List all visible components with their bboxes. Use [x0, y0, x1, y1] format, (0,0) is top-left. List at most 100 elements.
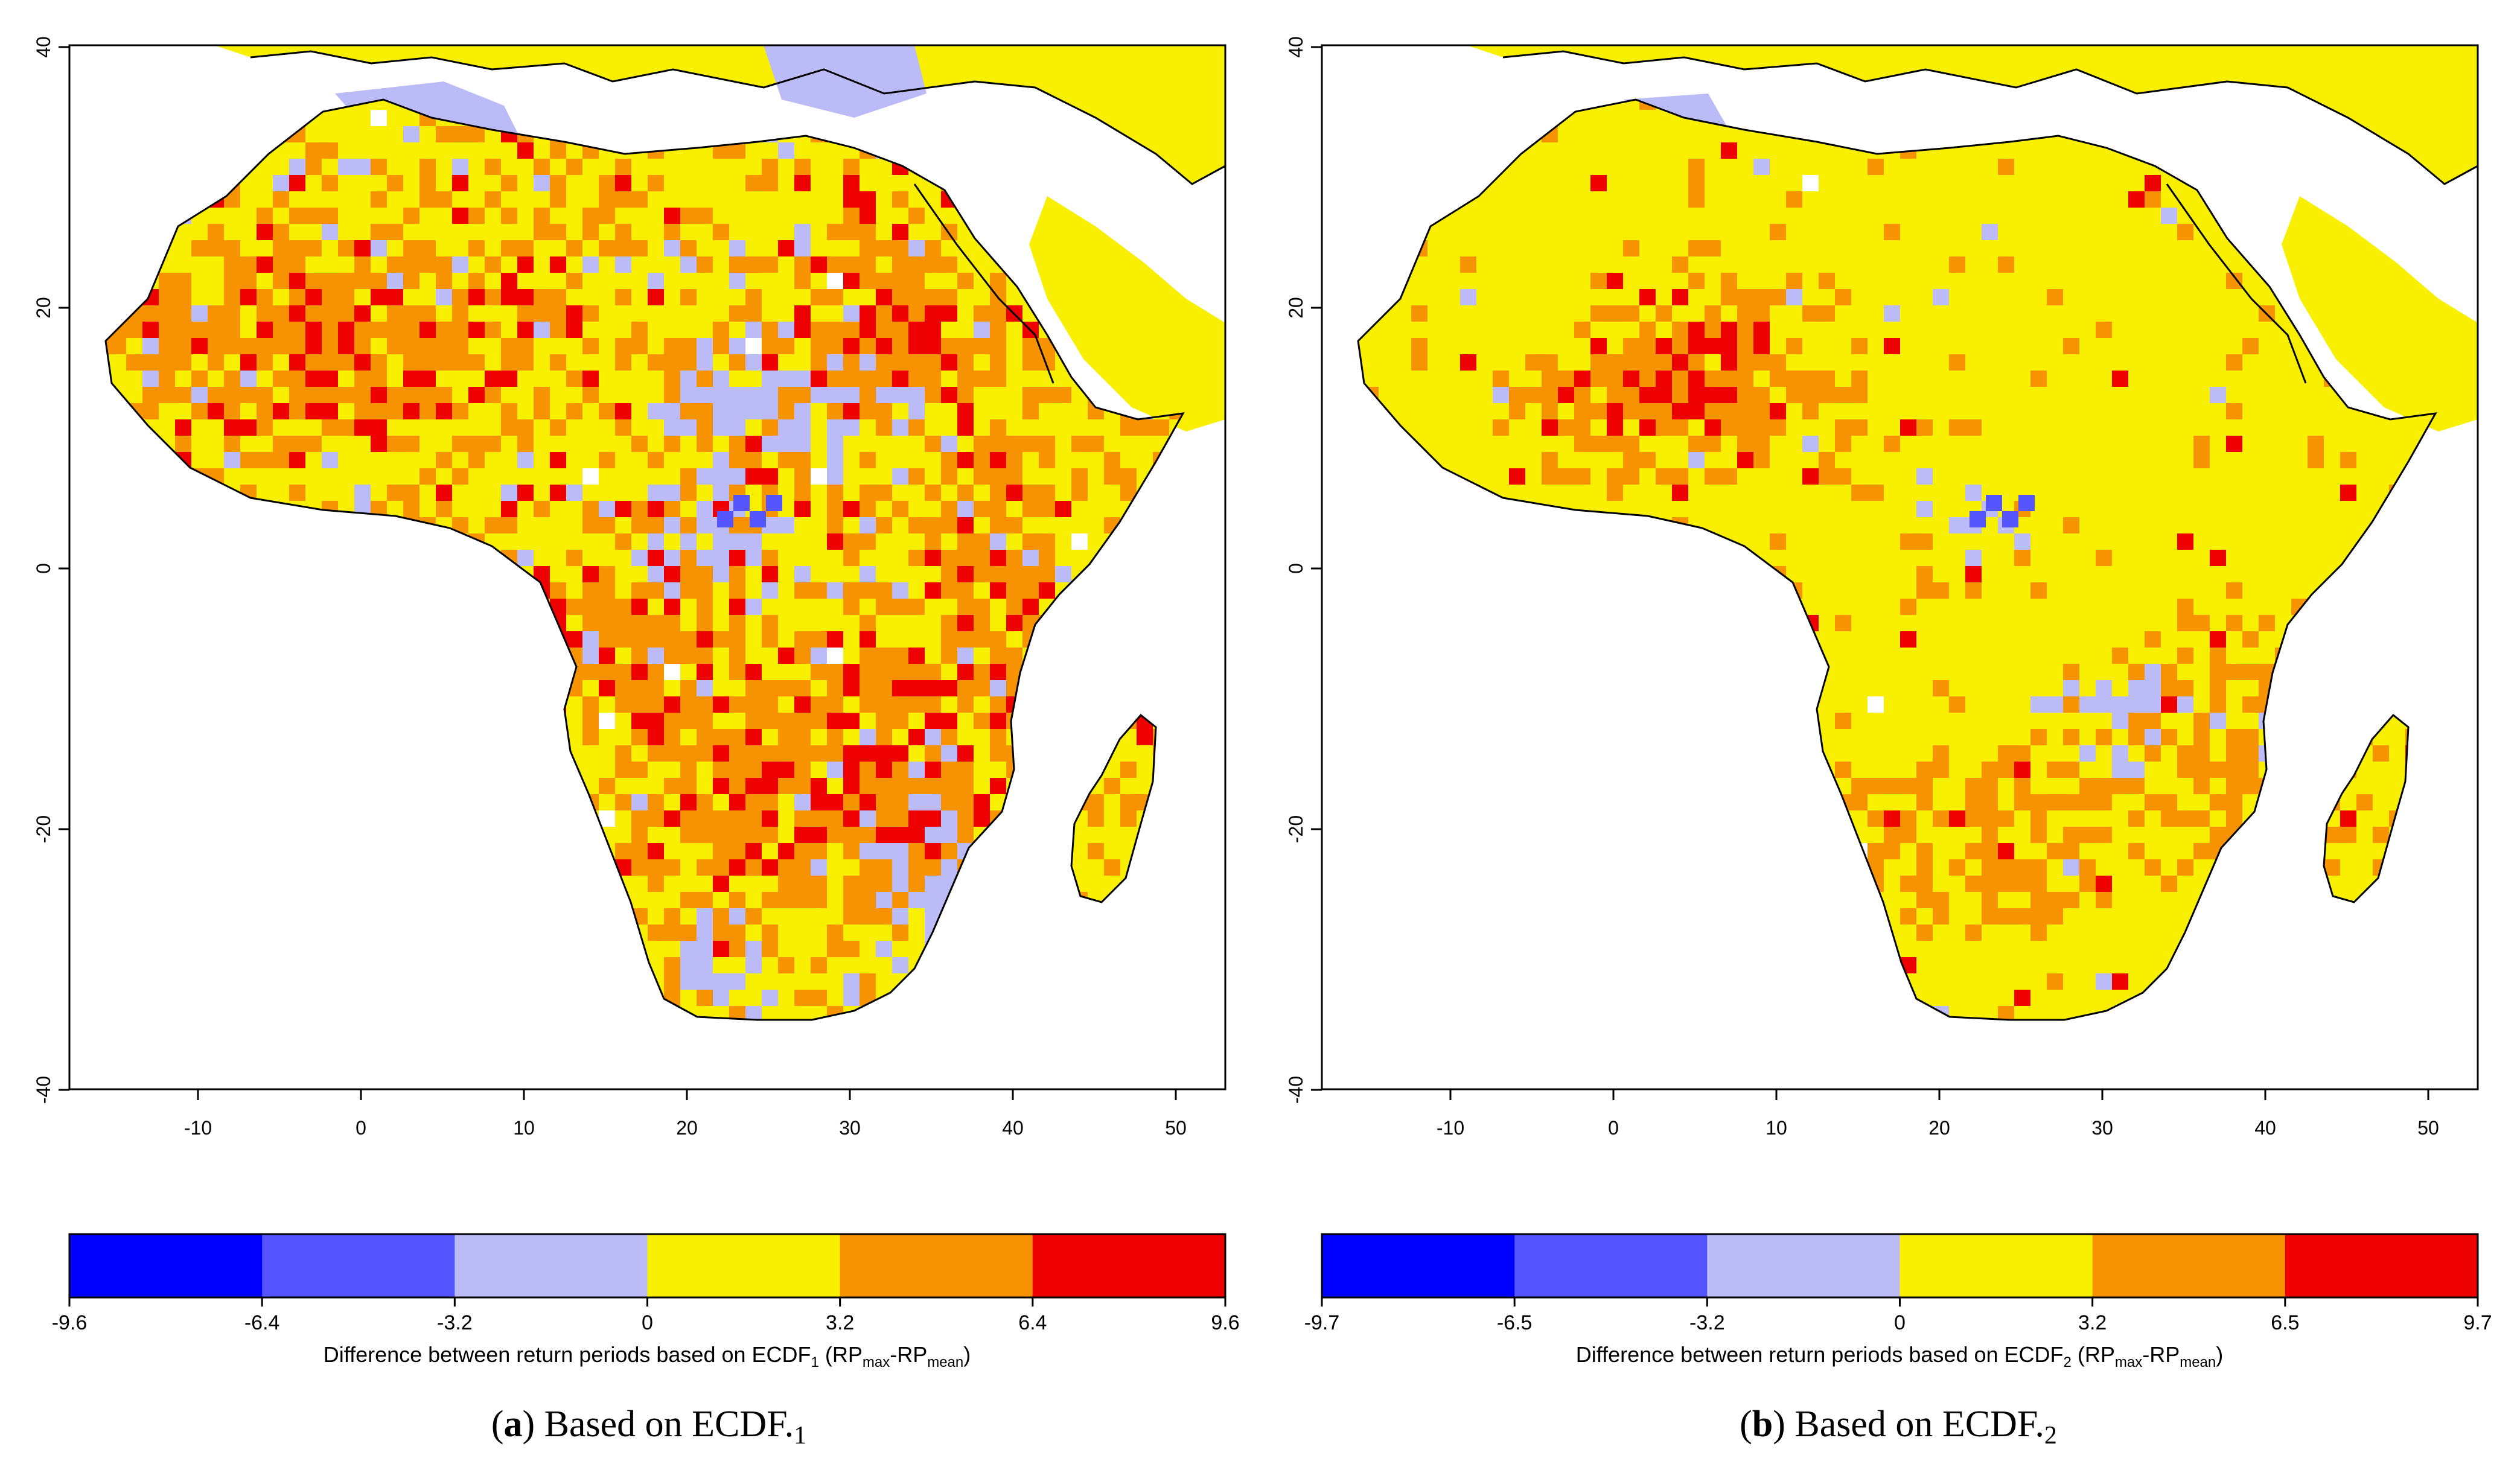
grid-cell [1916, 501, 1933, 517]
grid-cell [827, 371, 843, 387]
grid-cell [713, 941, 729, 957]
grid-cell [2047, 908, 2063, 925]
x-tick-label: 40 [2254, 1117, 2276, 1139]
grid-cell [1737, 419, 1753, 436]
grid-cell [648, 876, 664, 892]
grid-cell [1039, 550, 1055, 566]
grid-cell [1623, 452, 1639, 468]
grid-cell [289, 485, 305, 501]
grid-cell [664, 550, 680, 566]
grid-cell [680, 582, 697, 599]
grid-cell [811, 468, 827, 485]
grid-cell [729, 615, 745, 631]
grid-cell [1574, 322, 1590, 338]
grid-cell [2063, 794, 2079, 810]
grid-cell [925, 338, 941, 354]
grid-cell [1819, 305, 1835, 322]
colorbar-a-swatches [69, 1234, 1226, 1297]
grid-cell [664, 599, 680, 615]
grid-cell [729, 533, 745, 550]
grid-cell [762, 436, 778, 452]
grid-cell [338, 273, 354, 289]
grid-cell [2161, 876, 2177, 892]
grid-cell [142, 305, 159, 322]
grid-cell [2096, 696, 2112, 713]
grid-cell [273, 452, 289, 468]
grid-cell [2145, 745, 2161, 762]
grid-cell [1851, 387, 1868, 403]
grid-cell [729, 599, 745, 615]
grid-cell [485, 517, 501, 533]
grid-cell [1607, 354, 1623, 371]
grid-cell [615, 501, 631, 517]
grid-cell [745, 664, 762, 680]
grid-cell [224, 256, 240, 273]
grid-cell [599, 403, 615, 419]
grid-cell [1819, 387, 1835, 403]
grid-cell [240, 289, 257, 305]
grid-cell [925, 533, 941, 550]
grid-cell [957, 599, 974, 615]
grid-cell [1639, 371, 1656, 387]
grid-cell [762, 713, 778, 729]
grid-cell [501, 338, 517, 354]
grid-cell [762, 859, 778, 876]
colorbar-swatch [2092, 1234, 2286, 1297]
grid-cell [566, 240, 582, 256]
grid-cell [2226, 729, 2242, 745]
grid-cell [745, 354, 762, 371]
grid-cell [2112, 778, 2128, 794]
grid-cell [371, 387, 387, 403]
colorbar-tick-label: -6.4 [244, 1311, 280, 1334]
grid-cell [680, 485, 697, 501]
grid-cell [485, 159, 501, 175]
grid-cell [697, 859, 713, 876]
grid-cell [860, 533, 876, 550]
grid-cell [713, 566, 729, 582]
grid-cell [322, 371, 338, 387]
grid-cell [876, 827, 892, 843]
grid-cell [322, 224, 338, 240]
colorbar-swatch [1514, 1234, 1708, 1297]
grid-cell [1982, 892, 1998, 908]
grid-cell [1998, 908, 2014, 925]
grid-cell [990, 338, 1006, 354]
grid-cell [2145, 664, 2161, 680]
grid-cell [517, 338, 534, 354]
grid-cell [419, 305, 436, 322]
grid-cell [1607, 371, 1623, 387]
grid-cell [697, 696, 713, 713]
y-tick-label: -40 [1285, 1076, 1307, 1104]
grid-cell [582, 696, 599, 713]
grid-cell [729, 745, 745, 762]
grid-cell [745, 696, 762, 713]
grid-cell [680, 762, 697, 778]
grid-cell [908, 648, 925, 664]
grid-cell [2340, 810, 2356, 827]
colorbar-tick-label: 0 [642, 1311, 653, 1334]
grid-cell [631, 615, 648, 631]
grid-cell [582, 615, 599, 631]
grid-cell [778, 371, 794, 387]
grid-cell [550, 305, 566, 322]
y-tick-label: 0 [1285, 563, 1307, 574]
grid-cell [876, 713, 892, 729]
grid-cell [941, 338, 957, 354]
grid-cell [745, 403, 762, 419]
grid-cell [2030, 908, 2047, 925]
grid-cell [990, 550, 1006, 566]
grid-cell [273, 273, 289, 289]
grid-cell [452, 305, 468, 322]
grid-cell [892, 338, 908, 354]
grid-cell [860, 648, 876, 664]
grid-cell [2014, 876, 2030, 892]
grid-cell [436, 338, 452, 354]
grid-cell [941, 729, 957, 745]
grid-cell [631, 517, 648, 533]
grid-cell [517, 240, 534, 256]
grid-cell [827, 387, 843, 403]
grid-cell [240, 256, 257, 273]
grid-cell [713, 925, 729, 941]
grid-cell [2128, 843, 2145, 859]
grid-cell [892, 696, 908, 713]
